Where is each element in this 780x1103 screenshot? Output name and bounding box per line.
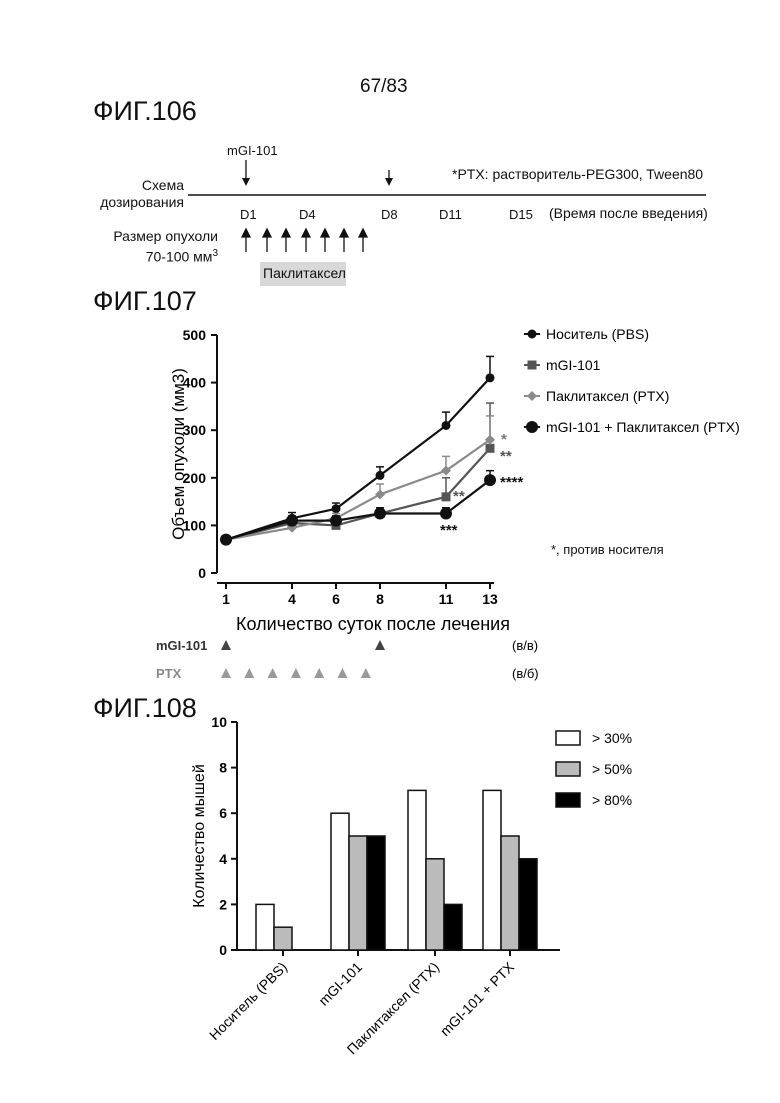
y-tick-label: 8 (219, 760, 227, 776)
legend-label: > 30% (592, 730, 632, 746)
bar (256, 904, 274, 950)
bar (274, 927, 292, 950)
legend-swatch (556, 762, 580, 776)
y-tick-label: 2 (219, 896, 227, 912)
y-tick-label: 10 (211, 714, 227, 730)
bar (408, 790, 426, 950)
legend-swatch (556, 793, 580, 807)
legend-label: > 50% (592, 761, 632, 777)
y-tick-label: 6 (219, 805, 227, 821)
bar (367, 836, 385, 950)
bar (519, 859, 537, 950)
bar (426, 859, 444, 950)
bar (331, 813, 349, 950)
x-tick-label: mGI-101 + PTX (437, 958, 518, 1039)
bar (483, 790, 501, 950)
bar (444, 904, 462, 950)
x-tick-label: mGI-101 (315, 959, 365, 1009)
legend-swatch (556, 731, 580, 745)
legend-label: > 80% (592, 792, 632, 808)
bar (349, 836, 367, 950)
y-axis-title: Количество мышей (191, 764, 208, 908)
y-tick-label: 4 (219, 851, 227, 867)
bar (501, 836, 519, 950)
x-tick-label: Носитель (PBS) (206, 959, 290, 1043)
y-tick-label: 0 (219, 942, 227, 958)
